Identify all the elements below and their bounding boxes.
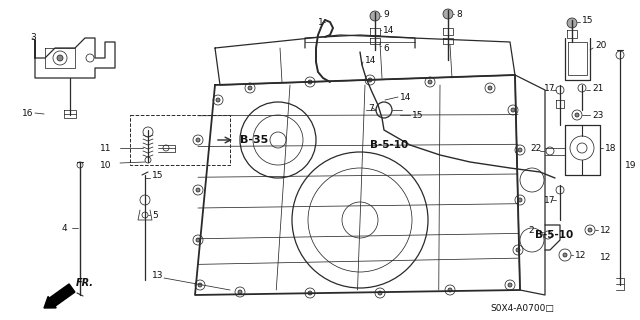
Circle shape (428, 80, 432, 84)
Text: 2: 2 (528, 226, 534, 235)
Circle shape (368, 78, 372, 82)
Text: B-5-10: B-5-10 (370, 140, 408, 150)
Circle shape (238, 290, 242, 294)
Text: 4: 4 (62, 223, 68, 233)
Circle shape (518, 148, 522, 152)
Circle shape (198, 283, 202, 287)
Bar (130, 115, 230, 165)
Text: 12: 12 (600, 226, 611, 235)
Circle shape (448, 288, 452, 292)
Circle shape (378, 291, 382, 295)
Circle shape (196, 138, 200, 142)
Text: 10: 10 (100, 161, 111, 170)
Text: 17: 17 (544, 196, 556, 204)
Circle shape (308, 291, 312, 295)
Text: 8: 8 (456, 10, 461, 19)
Text: 6: 6 (383, 44, 388, 52)
Text: 11: 11 (100, 143, 111, 153)
Circle shape (308, 80, 312, 84)
Text: 14: 14 (383, 26, 394, 35)
Circle shape (508, 283, 512, 287)
Text: S0X4-A0700□: S0X4-A0700□ (490, 303, 554, 313)
Text: 23: 23 (592, 110, 604, 119)
Text: 14: 14 (365, 55, 376, 65)
Text: 15: 15 (582, 15, 593, 25)
Circle shape (196, 188, 200, 192)
Text: 16: 16 (22, 108, 33, 117)
Circle shape (575, 113, 579, 117)
Circle shape (216, 98, 220, 102)
Text: 17: 17 (544, 84, 556, 92)
Circle shape (248, 86, 252, 90)
Text: 22: 22 (530, 143, 541, 153)
Text: 12: 12 (600, 253, 611, 262)
Text: 12: 12 (575, 251, 586, 260)
Circle shape (588, 228, 592, 232)
FancyArrow shape (44, 284, 75, 308)
Text: 18: 18 (605, 143, 616, 153)
Circle shape (511, 108, 515, 112)
Text: 14: 14 (400, 92, 412, 101)
Text: 19: 19 (625, 161, 637, 170)
Text: B-5-10: B-5-10 (535, 230, 573, 240)
Circle shape (57, 55, 63, 61)
Circle shape (443, 9, 453, 19)
Text: 21: 21 (592, 84, 604, 92)
Text: 15: 15 (412, 110, 424, 119)
Text: 13: 13 (152, 270, 163, 279)
Circle shape (567, 18, 577, 28)
Text: 15: 15 (152, 171, 163, 180)
Text: 1: 1 (318, 18, 324, 27)
Text: 20: 20 (595, 41, 606, 50)
Circle shape (488, 86, 492, 90)
Circle shape (196, 238, 200, 242)
Circle shape (563, 253, 567, 257)
Text: 9: 9 (383, 10, 388, 19)
Text: 7: 7 (368, 103, 374, 113)
Text: FR.: FR. (76, 278, 94, 288)
Circle shape (518, 198, 522, 202)
Text: B-35: B-35 (240, 135, 268, 145)
Circle shape (370, 11, 380, 21)
Text: 3: 3 (30, 33, 36, 42)
Circle shape (516, 248, 520, 252)
Text: 5: 5 (152, 211, 157, 220)
